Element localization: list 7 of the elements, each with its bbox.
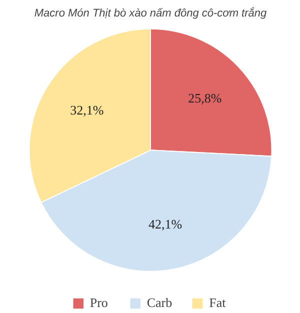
chart-title: Macro Món Thịt bò xào nấm đông cô-cơm trắng [34, 6, 268, 20]
data-label: 42,1% [148, 216, 182, 232]
data-label: 32,1% [70, 102, 104, 118]
legend-label: Fat [209, 295, 227, 311]
legend-label: Carb [146, 295, 172, 311]
data-label: 25,8% [188, 90, 222, 106]
legend-label: Pro [90, 295, 109, 311]
